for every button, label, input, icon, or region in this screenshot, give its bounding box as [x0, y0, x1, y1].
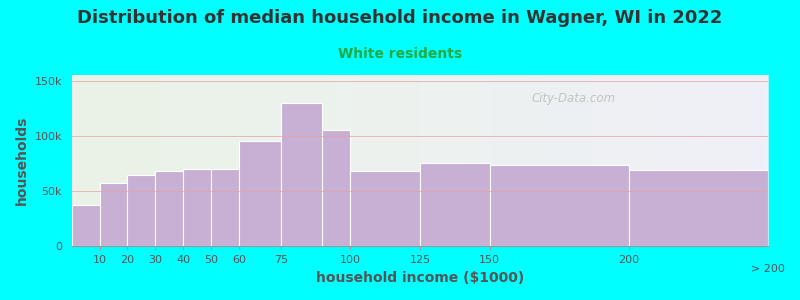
Bar — [127, 175, 155, 246]
Bar — [72, 206, 100, 246]
Bar — [490, 165, 629, 246]
Text: > 200: > 200 — [751, 264, 785, 274]
Text: White residents: White residents — [338, 46, 462, 61]
Text: Distribution of median household income in Wagner, WI in 2022: Distribution of median household income … — [78, 9, 722, 27]
Bar — [155, 171, 183, 246]
Bar — [322, 130, 350, 246]
Bar — [350, 171, 420, 246]
Bar — [239, 141, 281, 246]
Y-axis label: households: households — [15, 116, 29, 206]
Bar — [629, 170, 768, 246]
Bar — [420, 164, 490, 246]
Bar — [211, 169, 239, 246]
X-axis label: household income ($1000): household income ($1000) — [316, 271, 524, 285]
Text: City-Data.com: City-Data.com — [531, 92, 615, 105]
Bar — [183, 169, 211, 246]
Bar — [100, 183, 127, 246]
Bar — [281, 103, 322, 246]
